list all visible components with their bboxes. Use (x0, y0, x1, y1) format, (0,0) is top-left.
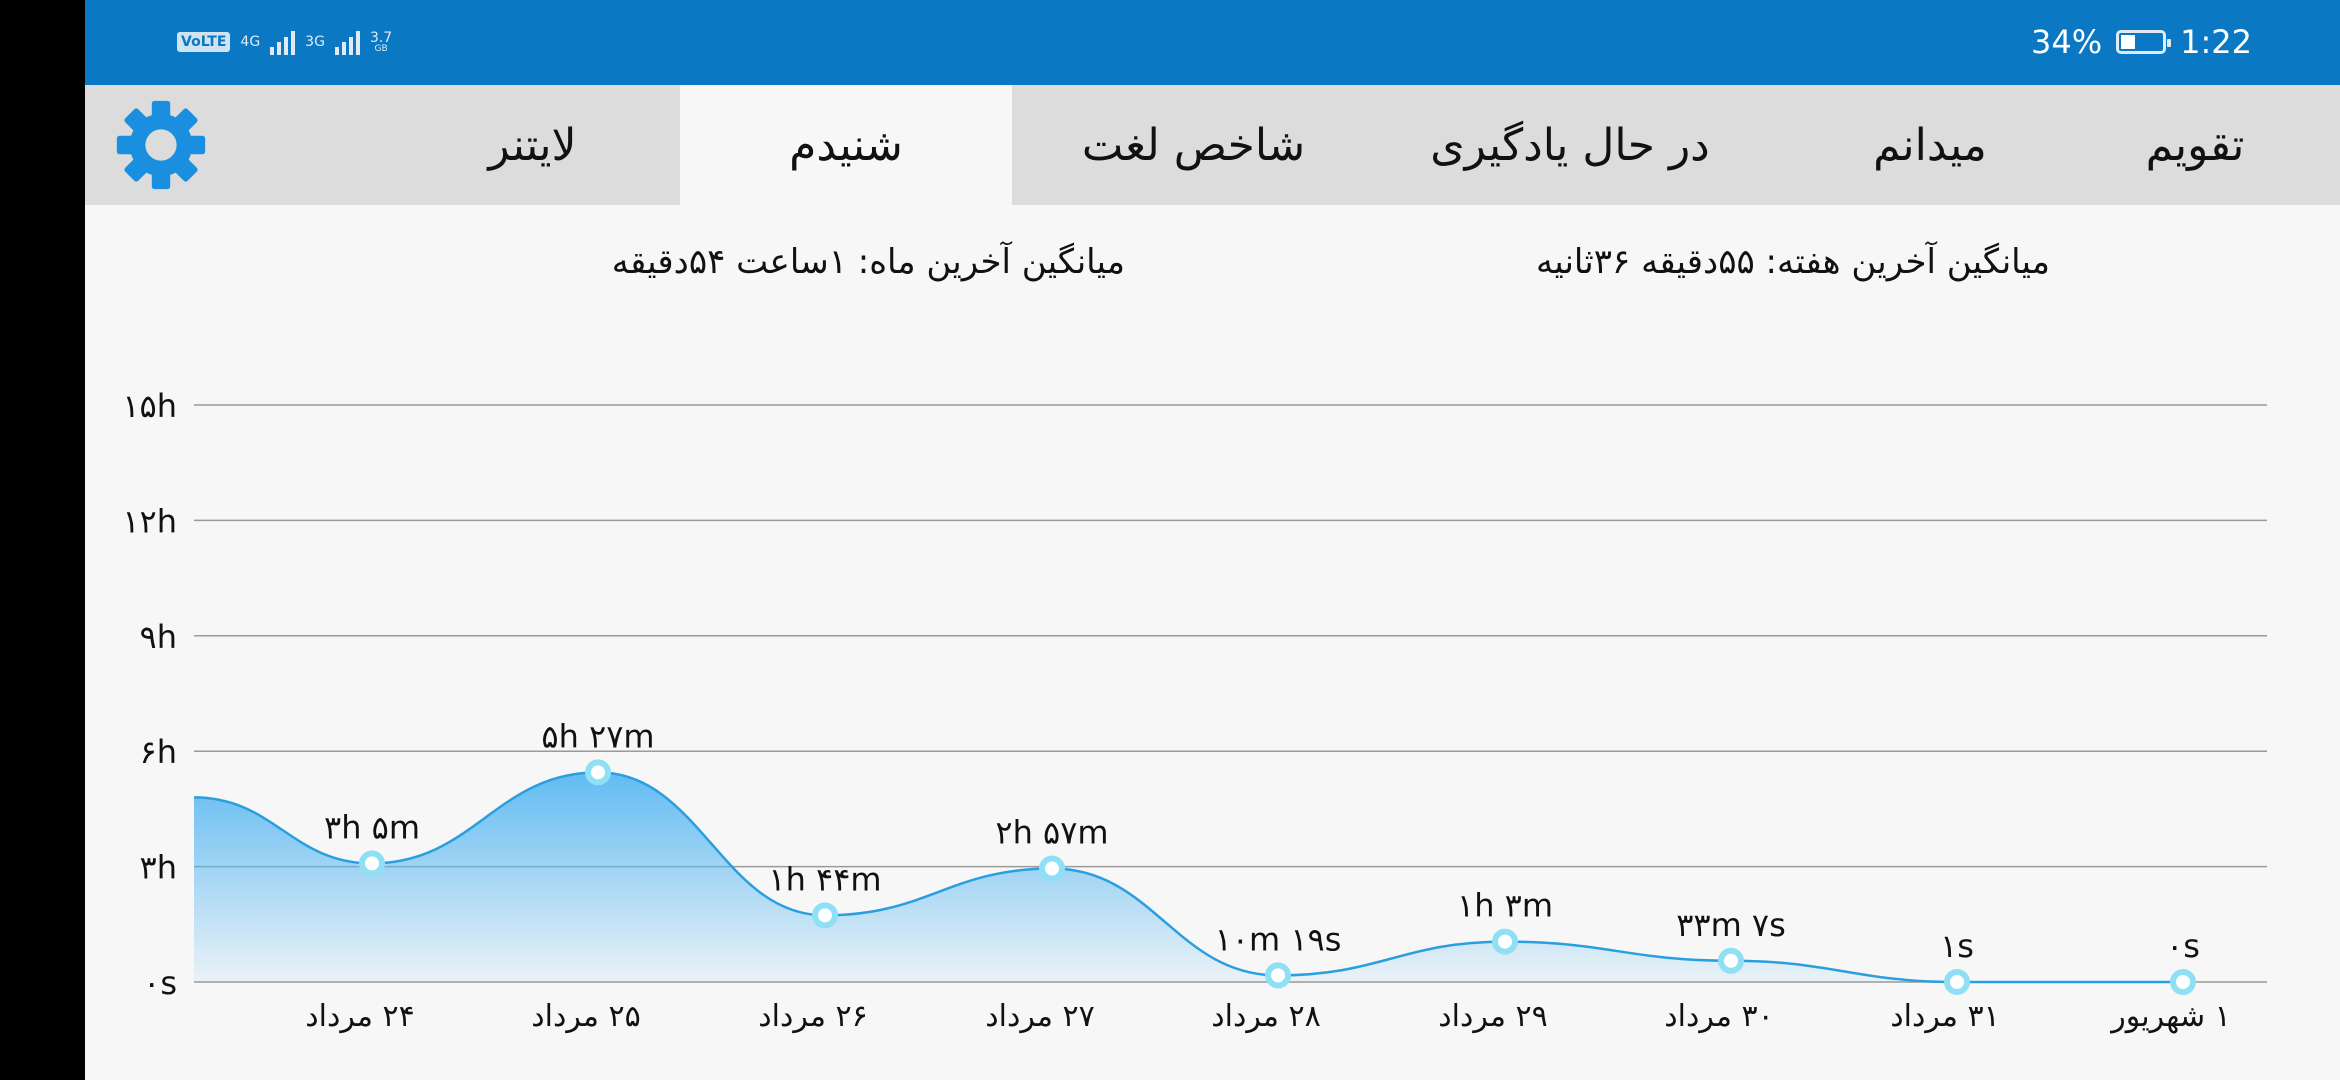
status-left: VoLTE 4G 3G 3.7 GB (177, 22, 392, 62)
y-tick-label: ۱۵h (122, 387, 177, 425)
data-point (1944, 968, 1970, 995)
y-tick-label: ۹h (140, 618, 177, 656)
weekly-average-text: میانگین آخرین هفته: ۵۵دقیقه ۳۶ثانیه (1535, 242, 2050, 282)
x-tick-label: ۲۸ مرداد (1211, 999, 1320, 1034)
y-tick-label: ۰s (143, 964, 177, 1002)
data-speed-value: 3.7 (369, 29, 393, 46)
data-point (2170, 969, 2196, 995)
data-label: ۰s (2166, 927, 2200, 965)
tab-word-index[interactable]: شاخص لغت (1081, 119, 1306, 171)
y-tick-label: ۶h (140, 733, 177, 771)
monthly-average-text: میانگین آخرین ماه: ۱ساعت ۵۴دقیقه (611, 242, 1125, 282)
sim2-network-label: 3G (305, 34, 325, 50)
battery-percent: 34% (2031, 23, 2103, 61)
status-right: 34% 1:22 (2031, 18, 2252, 66)
data-label: ۲h ۵۷m (995, 814, 1108, 852)
series-line (193, 771, 2184, 984)
x-tick-label: ۲۹ مرداد (1438, 999, 1547, 1034)
tab-bar: تقویم میدانم در حال یادگیری شاخص لغت شنی… (85, 85, 2340, 205)
series-area (194, 772, 2183, 982)
x-tick-label: ۲۴ مرداد (305, 999, 414, 1034)
data-speed: 3.7 GB (370, 31, 392, 54)
x-tick-label: ۲۷ مرداد (985, 999, 1094, 1034)
tab-learning[interactable]: در حال یادگیری (1430, 119, 1710, 171)
gear-icon[interactable] (115, 99, 207, 191)
y-tick-label: ۳h (140, 849, 177, 887)
tab-calendar[interactable]: تقویم (2145, 119, 2245, 171)
data-label: ۳۳m ۷s (1676, 906, 1786, 944)
x-tick-label: ۳۱ مرداد (1890, 999, 1999, 1034)
signal-strength-icon (270, 29, 296, 55)
clock: 1:22 (2180, 23, 2252, 61)
data-label: ۱h ۳m (1457, 887, 1553, 925)
usage-chart: ۰s ۳h ۶h ۹h ۱۲h ۱۵h ۳h ۵m ۲۴ مرداد ۵h ۲۷m ۲۵ مردا… (122, 387, 2267, 1034)
x-tick-label: ۳۰ مرداد (1664, 999, 1773, 1034)
status-bar: VoLTE 4G 3G 3.7 GB 34% 1:22 (85, 0, 2340, 85)
tab-leitner[interactable]: لایتنر (488, 119, 577, 171)
volte-badge: VoLTE (177, 32, 231, 52)
x-tick-label: ۱ شهریور (2109, 999, 2231, 1034)
tab-i-know[interactable]: میدانم (1873, 119, 1987, 171)
battery-fill (2121, 35, 2135, 49)
battery-icon (2116, 30, 2172, 54)
data-point (585, 759, 611, 786)
x-tick-label: ۲۵ مرداد (531, 999, 640, 1034)
data-speed-unit: GB (374, 43, 388, 54)
data-label: ۱۰m ۱۹s (1215, 920, 1342, 958)
data-label: ۱h ۴۴m (768, 860, 881, 898)
data-label: ۵h ۲۷m (541, 717, 654, 755)
data-point (1718, 947, 1744, 974)
data-point (1039, 855, 1065, 882)
data-point (812, 902, 838, 929)
data-label: ۳h ۵m (324, 808, 420, 846)
data-point (359, 850, 385, 877)
app-screen: VoLTE 4G 3G 3.7 GB 34% 1:22 تقویم میدانم… (85, 0, 2340, 1080)
y-tick-label: ۱۲h (122, 502, 177, 540)
data-label: ۱s (1940, 927, 1974, 965)
data-point (1265, 962, 1291, 989)
sim1-network-label: 4G (240, 34, 261, 50)
x-tick-label: ۲۶ مرداد (758, 999, 867, 1034)
tab-heard[interactable]: شنیدم (680, 85, 1012, 205)
data-point (1492, 928, 1518, 955)
signal-strength-icon (334, 29, 360, 55)
